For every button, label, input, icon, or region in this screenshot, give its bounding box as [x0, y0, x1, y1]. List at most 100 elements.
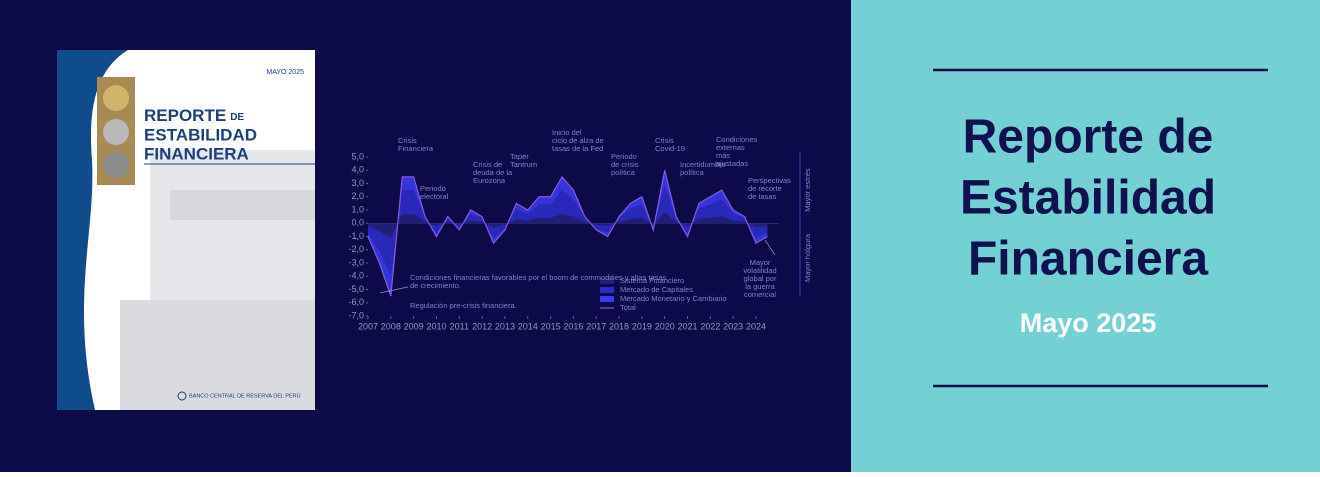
annotation: de recorte [748, 184, 782, 193]
annotation: de crecimiento. [410, 281, 461, 290]
annotation: Incertidumbre [680, 160, 726, 169]
annotation-arrow [379, 286, 409, 294]
annotation: Perspectivas [748, 176, 791, 185]
annotation: Periodo [420, 184, 446, 193]
cover-title-line: FINANCIERA [144, 144, 249, 163]
cover-title-small: DE [230, 112, 244, 123]
x-tick-label: 2017 [586, 321, 606, 331]
annotation: Crisis [398, 136, 417, 145]
x-tick-label: 2019 [632, 321, 652, 331]
annotation: Condiciones [716, 135, 758, 144]
annotation: política [611, 168, 636, 177]
x-tick-label: 2016 [563, 321, 583, 331]
legend-label: Mercado de Capitales [620, 285, 693, 294]
x-tick-label: 2010 [426, 321, 446, 331]
cover: MAYO 2025 REPORTE DE ESTABILIDAD FINANCIE… [57, 50, 315, 410]
cover-logo [177, 391, 187, 401]
x-tick-label: 2012 [472, 321, 492, 331]
legend-label: Sistema Financiero [620, 276, 684, 285]
cover-publisher: BANCO CENTRAL DE RESERVA DEL PERÚ [189, 392, 301, 399]
annotation: más [716, 151, 730, 160]
annotation: Regulación pre-crisis financiera. [410, 301, 517, 310]
y-tick-label: 5,0 [351, 151, 364, 161]
x-tick-label: 2008 [381, 321, 401, 331]
legend-label: Mercado Monetario y Cambiario [620, 294, 727, 303]
x-tick-label: 2013 [495, 321, 515, 331]
right-panel [851, 0, 1320, 472]
y-tick-label: -1,0 [348, 231, 364, 241]
x-tick-label: 2007 [358, 321, 378, 331]
x-tick-label: 2015 [541, 321, 561, 331]
annotation: la guerra [745, 282, 775, 291]
annotation: ajustadas [716, 159, 748, 168]
cover-building [170, 190, 315, 220]
area [368, 170, 768, 297]
annotation: electoral [420, 192, 449, 201]
side-label: Mayor holgura [803, 233, 812, 282]
cover-coin [103, 85, 129, 111]
headline-line: Financiera [968, 233, 1208, 286]
cover-title: REPORTE DE [144, 106, 244, 125]
headline-line: Reporte de [963, 111, 1214, 164]
legend-label: Total [620, 303, 636, 312]
y-tick-label: -3,0 [348, 257, 364, 267]
y-tick-label: 4,0 [351, 165, 364, 175]
annotation: Covid-19 [655, 144, 685, 153]
annotation: volatilidad [743, 266, 776, 275]
annotation: Crisis de [473, 160, 502, 169]
x-tick-label: 2022 [700, 321, 720, 331]
y-tick-label: 2,0 [351, 191, 364, 201]
x-tick-label: 2024 [746, 321, 766, 331]
annotation: comercial [744, 290, 776, 299]
annotation: Financiera [398, 144, 434, 153]
cover-band [57, 50, 128, 410]
x-tick-label: 2011 [450, 321, 469, 331]
annotation: Inicio del [552, 128, 582, 137]
x-tick-label: 2021 [678, 321, 698, 331]
side-label: Mayor estrés [803, 168, 812, 212]
x-tick-label: 2009 [404, 321, 424, 331]
annotation-arrow [764, 239, 776, 256]
y-tick-label: -2,0 [348, 244, 364, 254]
headline: Reporte de Estabilidad Financiera Mayo 2… [933, 68, 1268, 388]
x-tick-label: 2018 [609, 321, 629, 331]
annotation: ciclo de alza de [552, 136, 604, 145]
headline-line: Estabilidad [960, 172, 1216, 225]
area [368, 212, 768, 238]
cover-title-line: REPORTE [144, 106, 226, 125]
x-tick-label: 2014 [518, 321, 538, 331]
annotation: política [680, 168, 705, 177]
y-tick-label: -6,0 [348, 297, 364, 307]
chart: 5,0 4,0 3,0 2,0 1,0 0,0 -1,0 -2,0 -3,0 -4,0 -5,0 -6… [348, 128, 812, 331]
x-tick-label: 2023 [723, 321, 743, 331]
annotation: Condiciones financieras favorables por e… [410, 273, 667, 282]
total-line [367, 170, 768, 297]
cover-date: MAYO 2025 [266, 69, 304, 76]
cover-title-line: ESTABILIDAD [144, 125, 257, 144]
y-tick-label: 3,0 [351, 178, 364, 188]
legend-swatch [600, 287, 614, 293]
legend-swatch [600, 278, 614, 284]
annotation: Crisis [655, 136, 674, 145]
cover-building [120, 300, 315, 410]
x-tick-label: 2020 [655, 321, 675, 331]
headline-date: Mayo 2025 [1020, 308, 1157, 338]
annotation: Eurozona [473, 176, 506, 185]
annotation: de crisis [611, 160, 639, 169]
annotation: Taper [510, 152, 529, 161]
annotation: Tantrum [510, 160, 537, 169]
annotation: global por [744, 274, 777, 283]
annotation: tasas de la Fed [552, 144, 603, 153]
y-tick-label: -5,0 [348, 284, 364, 294]
annotation: de tasas [748, 192, 777, 201]
y-tick-label: -4,0 [348, 271, 364, 281]
y-tick-label: 1,0 [351, 204, 364, 214]
annotation: Periodo [611, 152, 637, 161]
annotation: deuda de la [473, 168, 513, 177]
legend-swatch [600, 296, 614, 302]
annotation: externas [716, 143, 745, 152]
cover-coin [103, 152, 129, 178]
y-tick-label: -7,0 [348, 310, 364, 320]
cover-coin [103, 119, 129, 145]
